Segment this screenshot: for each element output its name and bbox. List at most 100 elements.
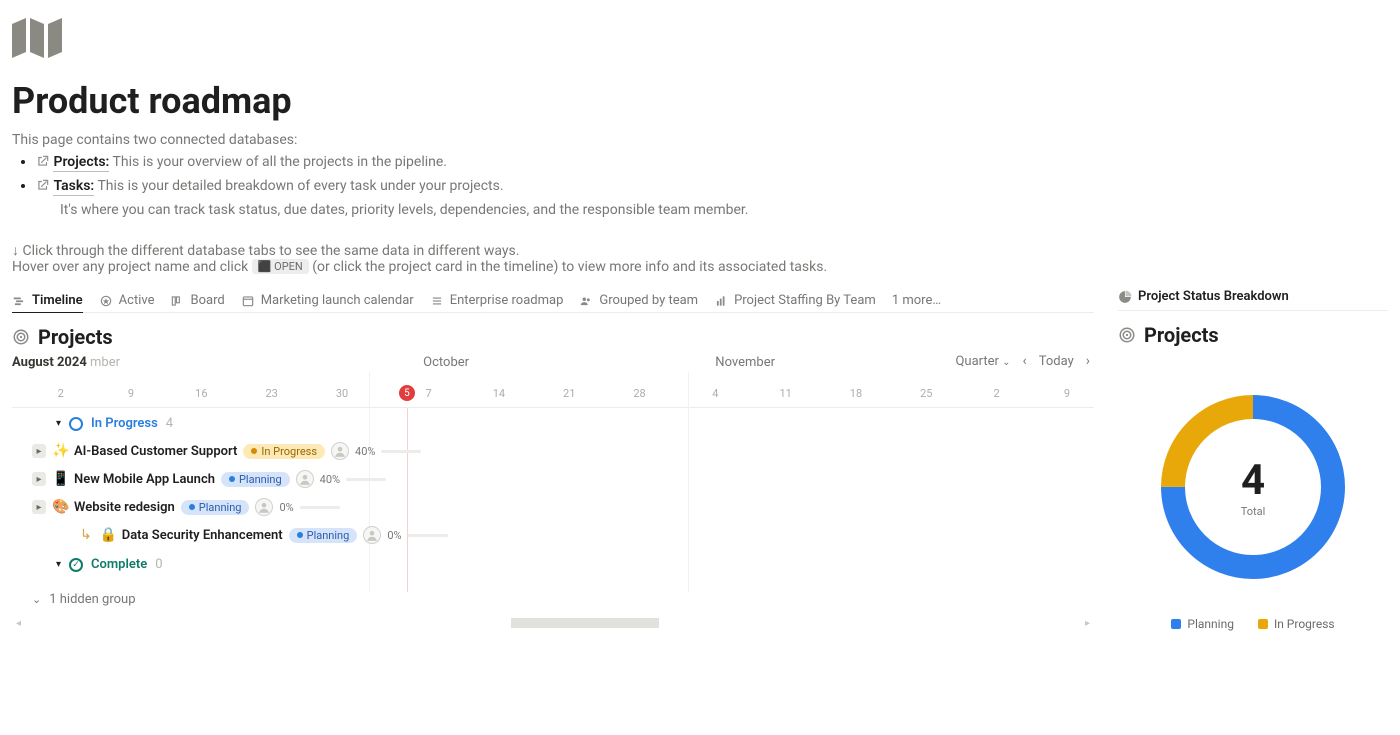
today-marker: 5 [399, 385, 415, 401]
database-link[interactable]: Tasks: [53, 178, 94, 196]
scroll-right-icon[interactable]: ▸ [1081, 618, 1094, 629]
scroll-left-icon[interactable]: ◂ [12, 618, 25, 629]
row-percent: 0% [279, 501, 293, 514]
group-header-complete[interactable]: ▾✓Complete0 [12, 549, 1094, 578]
legend-label: In Progress [1274, 617, 1335, 631]
progress-bar [346, 478, 386, 481]
database-link[interactable]: Projects: [53, 154, 109, 172]
bars-icon [714, 294, 728, 308]
progress-bar [381, 450, 421, 453]
row-emoji-icon: 🎨 [52, 499, 68, 515]
donut-total-label: Total [1241, 505, 1266, 518]
today-button[interactable]: Today [1039, 354, 1074, 369]
row-percent: 40% [320, 473, 340, 486]
group-count: 4 [166, 416, 173, 431]
right-projects-heading: Projects [1144, 323, 1219, 347]
open-pill[interactable]: ⬛ OPEN [252, 259, 309, 274]
date-tick: 28 [633, 387, 645, 400]
database-detail: It's where you can track task status, du… [60, 202, 1388, 218]
timeline-icon [12, 294, 26, 308]
tab-project-staffing-by-team[interactable]: Project Staffing By Team [714, 293, 876, 308]
date-tick: 2 [58, 387, 64, 400]
legend-item: In Progress [1258, 617, 1335, 631]
row-percent: 0% [387, 529, 401, 542]
tab-grouped-by-team[interactable]: Grouped by team [579, 293, 698, 308]
expand-toggle[interactable]: ▸ [32, 472, 46, 486]
intro-text: This page contains two connected databas… [12, 132, 1388, 148]
month-label: November [715, 355, 775, 370]
scroll-thumb[interactable] [511, 618, 659, 628]
timeline-row[interactable]: ▸ ✨ AI-Based Customer Support In Progress 40… [12, 437, 1094, 465]
expand-toggle[interactable]: ▸ [32, 500, 46, 514]
status-pill: In Progress [243, 444, 325, 459]
legend-label: Planning [1187, 617, 1234, 631]
tab-board[interactable]: Board [170, 293, 224, 308]
projects-heading: Projects [38, 325, 113, 349]
database-list-item: Tasks: This is your detailed breakdown o… [36, 178, 1388, 196]
group-header-progress[interactable]: ▾ In Progress 4 [12, 408, 1094, 437]
group-label: In Progress [91, 416, 158, 431]
group-toggle[interactable]: ▾ [56, 559, 61, 570]
chart-legend: Planning In Progress [1118, 617, 1388, 631]
more-tabs[interactable]: 1 more… [892, 293, 941, 308]
assignee-avatar[interactable] [331, 442, 349, 460]
link-out-icon [36, 178, 50, 192]
timeline-row[interactable]: ▸📱New Mobile App LaunchPlanning40% [12, 465, 1094, 493]
star-icon [99, 294, 113, 308]
month-label: October [423, 355, 469, 370]
hint-line-1: ↓ Click through the different database t… [12, 242, 1388, 259]
date-tick: 4 [712, 387, 718, 400]
pie-icon [1118, 290, 1132, 304]
calendar-icon [241, 294, 255, 308]
timeline-scrollbar[interactable]: ◂ ▸ [12, 617, 1094, 629]
group-count: 0 [155, 557, 162, 572]
date-tick: 30 [336, 387, 348, 400]
tab-enterprise-roadmap[interactable]: Enterprise roadmap [430, 293, 564, 308]
status-pill: Planning [289, 528, 358, 543]
row-name[interactable]: AI-Based Customer Support [74, 444, 237, 459]
status-pill: Planning [181, 500, 250, 515]
assignee-avatar[interactable] [363, 526, 381, 544]
expand-toggle[interactable]: ▸ [32, 444, 46, 458]
assignee-avatar[interactable] [296, 470, 314, 488]
row-name[interactable]: Website redesign [74, 500, 175, 515]
database-list: Projects: This is your overview of all t… [12, 154, 1388, 218]
hint-line-2: Hover over any project name and click ⬛ … [12, 259, 1388, 275]
view-tabs: Timeline Active Board Marketing launch cale… [12, 289, 1094, 313]
right-tab[interactable]: Project Status Breakdown [1118, 289, 1388, 311]
progress-bar [300, 506, 340, 509]
assignee-avatar[interactable] [255, 498, 273, 516]
prev-button[interactable]: ‹ [1023, 353, 1027, 369]
hidden-group-label[interactable]: 1 hidden group [49, 592, 135, 607]
scale-selector[interactable]: Quarter ⌄ [955, 354, 1010, 369]
timeline-row[interactable]: ▸ 🎨 Website redesign Planning 0% [12, 493, 1094, 521]
date-tick: 21 [563, 387, 575, 400]
list-icon [430, 294, 444, 308]
legend-swatch [1171, 619, 1181, 629]
board-icon [170, 294, 184, 308]
date-tick: 7 [425, 387, 431, 400]
row-name[interactable]: New Mobile App Launch [74, 472, 215, 487]
people-icon [579, 294, 593, 308]
tab-timeline[interactable]: Timeline [12, 293, 83, 313]
hidden-group-toggle[interactable]: ⌄ [32, 593, 41, 606]
tab-active[interactable]: Active [99, 293, 155, 308]
tab-marketing-launch-calendar[interactable]: Marketing launch calendar [241, 293, 414, 308]
timeline-header: Quarter ⌄ ‹ Today › August 2024 mber Octo… [12, 355, 1094, 405]
legend-item: Planning [1171, 617, 1234, 631]
row-emoji-icon: 🔒 [100, 527, 116, 543]
row-percent: 40% [355, 445, 375, 458]
next-button[interactable]: › [1086, 353, 1090, 369]
row-name[interactable]: Data Security Enhancement [122, 528, 283, 543]
group-toggle[interactable]: ▾ [56, 418, 61, 429]
child-arrow-icon: ↳ [80, 527, 92, 543]
month-label: August 2024 mber [12, 355, 120, 370]
date-tick: 14 [493, 387, 505, 400]
progress-bar [408, 534, 448, 537]
date-tick: 25 [920, 387, 932, 400]
status-circle-icon [69, 417, 83, 431]
timeline-row[interactable]: ↳ 🔒 Data Security Enhancement Planning 0% [12, 521, 1094, 549]
row-emoji-icon: ✨ [52, 443, 68, 459]
link-out-icon [36, 154, 50, 168]
complete-icon: ✓ [69, 558, 83, 572]
